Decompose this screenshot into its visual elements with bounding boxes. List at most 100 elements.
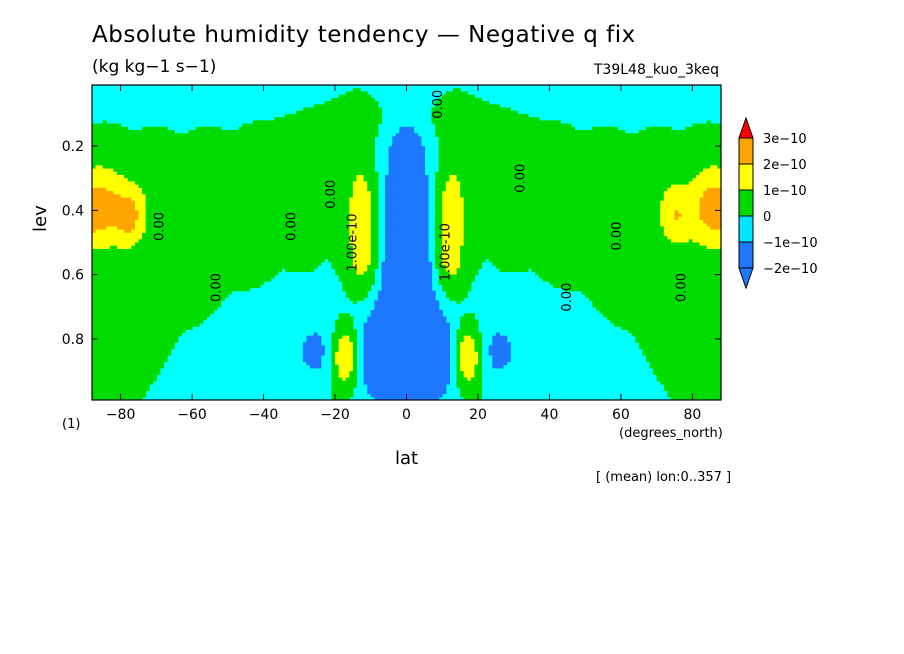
field-cell — [284, 175, 290, 179]
field-cell — [284, 197, 290, 202]
field-cell — [227, 191, 232, 195]
field-cell — [492, 194, 497, 199]
field-cell — [124, 139, 129, 144]
field-cell — [220, 187, 225, 192]
field-cell — [238, 187, 243, 192]
field-cell — [678, 155, 683, 160]
field-cell — [320, 197, 325, 202]
field-cell — [302, 117, 308, 121]
field-cell — [234, 200, 240, 205]
field-cell — [442, 165, 447, 170]
field-cell — [549, 175, 554, 179]
field-cell — [481, 168, 486, 173]
field-cell — [156, 197, 161, 202]
field-cell — [374, 113, 379, 118]
field-cell — [288, 133, 293, 138]
field-cell — [510, 191, 515, 195]
field-cell — [588, 165, 593, 170]
field-cell — [549, 142, 554, 147]
field-cell — [474, 149, 479, 154]
field-cell — [392, 162, 397, 166]
field-cell — [674, 194, 679, 199]
field-cell — [488, 110, 493, 115]
field-cell — [481, 107, 486, 112]
field-cell — [117, 133, 122, 138]
field-cell — [413, 146, 418, 150]
field-cell — [653, 126, 658, 131]
field-cell — [642, 133, 647, 138]
field-cell — [302, 197, 308, 202]
field-cell — [556, 171, 561, 176]
field-cell — [338, 158, 343, 163]
field-cell — [642, 155, 647, 160]
field-cell — [435, 107, 440, 112]
field-cell — [234, 162, 240, 166]
field-cell — [624, 168, 629, 173]
field-cell — [352, 146, 358, 150]
field-cell — [242, 162, 247, 166]
field-cell — [481, 200, 486, 205]
field-cell — [628, 200, 633, 205]
field-cell — [302, 107, 308, 112]
field-cell — [449, 117, 454, 121]
field-cell — [363, 191, 368, 195]
field-cell — [513, 139, 518, 144]
field-cell — [342, 200, 347, 205]
field-cell — [145, 184, 150, 189]
field-cell — [449, 197, 454, 202]
field-cell — [592, 149, 597, 154]
field-cell — [420, 168, 425, 173]
field-cell — [674, 187, 679, 192]
field-cell — [363, 165, 368, 170]
field-cell — [331, 194, 336, 199]
field-cell — [449, 162, 454, 166]
field-cell — [588, 146, 593, 150]
field-cell — [142, 184, 147, 189]
field-cell — [213, 155, 218, 160]
field-cell — [288, 168, 293, 173]
field-cell — [645, 194, 651, 199]
field-cell — [281, 142, 286, 147]
field-cell — [124, 171, 129, 176]
field-cell — [413, 175, 418, 179]
field-cell — [238, 197, 243, 202]
field-cell — [667, 139, 672, 144]
field-cell — [292, 146, 297, 150]
field-cell — [538, 130, 543, 134]
field-cell — [120, 203, 125, 208]
field-cell — [538, 152, 543, 157]
field-cell — [167, 197, 172, 202]
field-cell — [528, 120, 533, 125]
field-cell — [470, 168, 475, 173]
field-cell — [145, 200, 150, 205]
field-cell — [220, 165, 225, 170]
field-cell — [513, 142, 518, 147]
field-cell — [167, 139, 172, 144]
field-cell — [99, 200, 104, 205]
field-cell — [710, 146, 715, 150]
field-cell — [320, 120, 325, 125]
field-cell — [202, 149, 207, 154]
field-cell — [217, 175, 222, 179]
field-cell — [638, 165, 643, 170]
field-cell — [449, 126, 454, 131]
field-cell — [613, 191, 618, 195]
field-cell — [317, 149, 322, 154]
field-cell — [174, 194, 179, 199]
field-cell — [717, 165, 721, 170]
field-cell — [149, 175, 154, 179]
field-cell — [184, 194, 190, 199]
field-cell — [213, 149, 218, 154]
field-cell — [467, 104, 472, 109]
field-cell — [631, 152, 636, 157]
field-cell — [703, 168, 708, 173]
field-cell — [267, 139, 272, 144]
field-cell — [335, 107, 340, 112]
field-cell — [99, 197, 104, 202]
field-cell — [120, 191, 125, 195]
field-cell — [320, 107, 325, 112]
field-cell — [284, 191, 290, 195]
field-cell — [356, 171, 361, 176]
field-cell — [102, 130, 107, 134]
field-cell — [92, 130, 97, 134]
